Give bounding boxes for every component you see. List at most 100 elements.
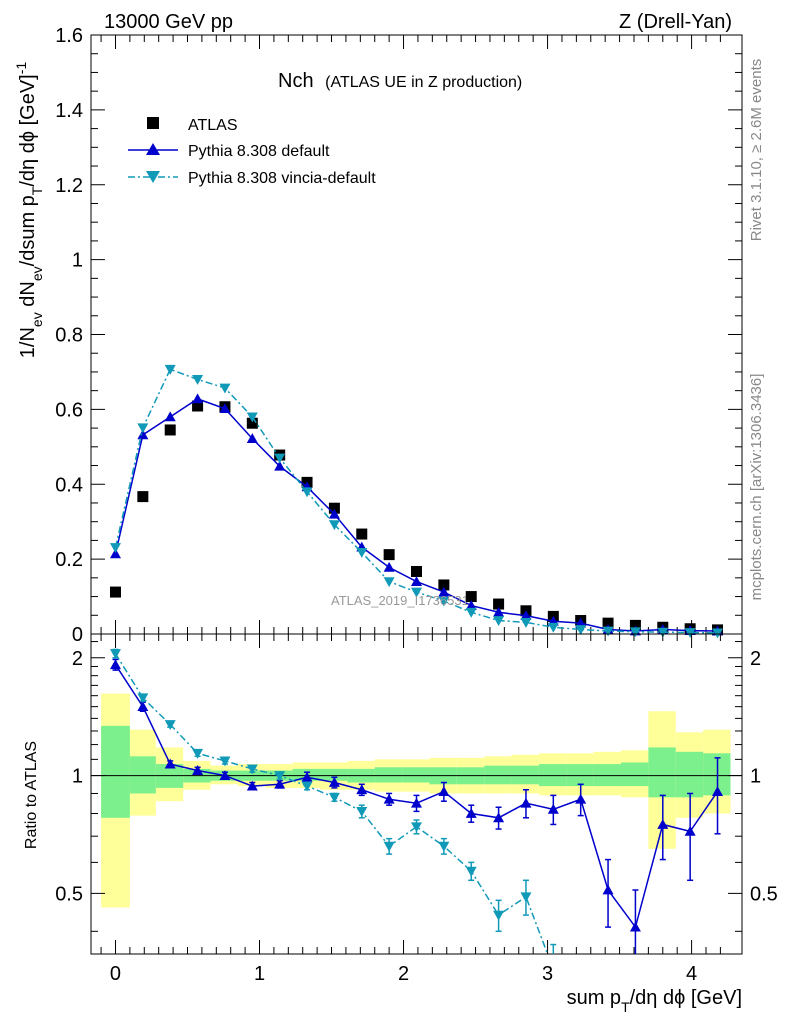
ratio-default-point bbox=[411, 797, 422, 808]
header-collision: 13000 GeV pp bbox=[104, 11, 233, 33]
vincia-mc-point bbox=[465, 607, 477, 618]
default-mc-point bbox=[109, 548, 121, 559]
atlas-data-point bbox=[438, 579, 450, 591]
ratio-y-tick-label: 0.5 bbox=[55, 883, 83, 905]
main-y-tick-label: 0 bbox=[72, 624, 83, 646]
ratio-y-tick-label-right: 0.5 bbox=[750, 883, 778, 905]
x-tick-label: 0 bbox=[110, 963, 121, 985]
ratio-default-point bbox=[274, 778, 286, 789]
ratio-vincia-point bbox=[328, 792, 340, 803]
main-series-layer bbox=[109, 364, 724, 639]
ratio-default-point bbox=[301, 771, 313, 782]
legend-label-atlas: ATLAS bbox=[188, 117, 238, 134]
default-mc-point bbox=[520, 610, 532, 621]
vincia-mc-point bbox=[164, 364, 176, 375]
plot-title-main: Nch bbox=[278, 70, 314, 92]
vincia-mc-point bbox=[109, 543, 121, 554]
ratio-axis-ticks bbox=[91, 634, 742, 954]
atlas-data-point bbox=[383, 549, 395, 561]
atlas-data-point bbox=[137, 491, 149, 503]
ratio-default-point bbox=[246, 780, 258, 791]
ratio-default-point bbox=[192, 765, 204, 775]
default-mc-point bbox=[438, 586, 450, 597]
ratio-default-point bbox=[465, 807, 477, 818]
main-y-tick-label: 0.8 bbox=[55, 325, 83, 347]
legend-label-default: Pythia 8.308 default bbox=[188, 143, 330, 160]
vincia-mc-point bbox=[602, 626, 614, 637]
main-y-tick-labels: 0 0.2 0.4 0.6 0.8 1 1.2 1.4 1.6 bbox=[55, 25, 83, 646]
vincia-mc-point bbox=[712, 628, 724, 639]
legend: ATLAS Pythia 8.308 default Pythia 8.308 … bbox=[128, 117, 376, 187]
atlas-data-point bbox=[109, 586, 121, 598]
ratio-inner-band bbox=[129, 756, 156, 794]
ratio-panel: 0.5 0.5 1 1 2 2 0 1 2 3 4 Ratio to ATLAS sum pT/d… bbox=[23, 633, 778, 1015]
main-y-tick-label: 1.2 bbox=[55, 175, 83, 197]
main-y-tick-label: 0.2 bbox=[55, 549, 83, 571]
ratio-vincia-point bbox=[274, 771, 286, 782]
ratio-series-line bbox=[114, 653, 549, 954]
x-axis-label: sum pT/dη dϕ [GeV] bbox=[567, 987, 742, 1015]
vincia-mc-point bbox=[246, 412, 258, 423]
legend-marker-atlas bbox=[147, 117, 159, 129]
ratio-inner-band bbox=[374, 767, 403, 783]
ratio-vincia-point bbox=[465, 866, 477, 877]
ratio-vincia-point bbox=[493, 910, 505, 921]
header-process: Z (Drell-Yan) bbox=[619, 11, 732, 33]
default-mc-point bbox=[274, 460, 286, 471]
ratio-series-0 bbox=[109, 658, 724, 954]
ratio-default-point bbox=[520, 797, 532, 808]
ratio-default-point bbox=[219, 770, 231, 780]
ratio-vincia-point bbox=[438, 841, 450, 852]
ratio-inner-band bbox=[402, 767, 430, 783]
x-tick-label: 2 bbox=[398, 963, 409, 985]
vincia-mc-point bbox=[274, 453, 286, 464]
ratio-inner-band bbox=[484, 765, 512, 785]
ratio-default-point bbox=[684, 825, 696, 836]
default-mc-point bbox=[246, 433, 258, 443]
default-mc-point bbox=[411, 576, 422, 586]
x-tick-labels: 0 1 2 3 4 bbox=[110, 963, 697, 985]
vincia-mc-point bbox=[356, 547, 368, 558]
ratio-inner-band bbox=[101, 725, 130, 818]
ratio-vincia-point bbox=[383, 841, 395, 852]
ratio-inner-band bbox=[675, 751, 704, 798]
vincia-mc-point bbox=[328, 520, 340, 531]
ratio-default-point bbox=[712, 786, 724, 796]
atlas-data-point bbox=[356, 528, 368, 540]
ratio-default-point bbox=[383, 793, 395, 804]
mcplots-note: mcplots.cern.ch [arXiv:1306.3436] bbox=[748, 374, 765, 601]
ratio-inner-band bbox=[320, 768, 348, 781]
main-y-tick-label: 0.6 bbox=[55, 399, 83, 421]
x-tick-label: 1 bbox=[254, 963, 265, 985]
ratio-default-point bbox=[438, 786, 450, 796]
vincia-mc-point bbox=[547, 622, 559, 633]
rivet-note: Rivet 3.1.10, ≥ 2.6M events bbox=[748, 59, 765, 242]
ratio-inner-band bbox=[648, 747, 676, 798]
plot-title: Nch (ATLAS UE in Z production) bbox=[278, 70, 522, 92]
vincia-mc-point bbox=[301, 487, 313, 498]
plot-title-sub: (ATLAS UE in Z production) bbox=[325, 74, 522, 91]
ratio-vincia-point bbox=[164, 720, 176, 731]
ratio-y-tick-label-right: 1 bbox=[750, 766, 761, 788]
ratio-default-point bbox=[575, 793, 587, 804]
main-y-tick-label: 0.4 bbox=[55, 474, 83, 496]
atlas-data-point bbox=[411, 565, 422, 577]
ratio-vincia-point bbox=[219, 756, 231, 767]
vincia-mc-point bbox=[438, 596, 450, 607]
ratio-y-axis-label: Ratio to ATLAS bbox=[23, 741, 40, 849]
ratio-vincia-point bbox=[520, 892, 532, 903]
ratio-y-tick-label: 1 bbox=[72, 766, 83, 788]
ratio-y-tick-labels: 0.5 0.5 1 1 2 2 bbox=[55, 648, 778, 906]
ratio-default-point bbox=[602, 884, 614, 895]
ratio-vincia-point bbox=[192, 748, 204, 759]
ratio-vincia-point bbox=[109, 649, 121, 660]
x-tick-label: 3 bbox=[542, 963, 553, 985]
vincia-mc-point bbox=[657, 627, 669, 638]
vincia-mc-point bbox=[383, 577, 395, 588]
ratio-inner-band bbox=[511, 765, 539, 785]
vincia-mc-point bbox=[137, 423, 149, 434]
default-mc-point bbox=[383, 561, 395, 572]
default-mc-point bbox=[137, 429, 149, 440]
default-mc-point bbox=[164, 411, 176, 422]
default-mc-point bbox=[328, 508, 340, 519]
